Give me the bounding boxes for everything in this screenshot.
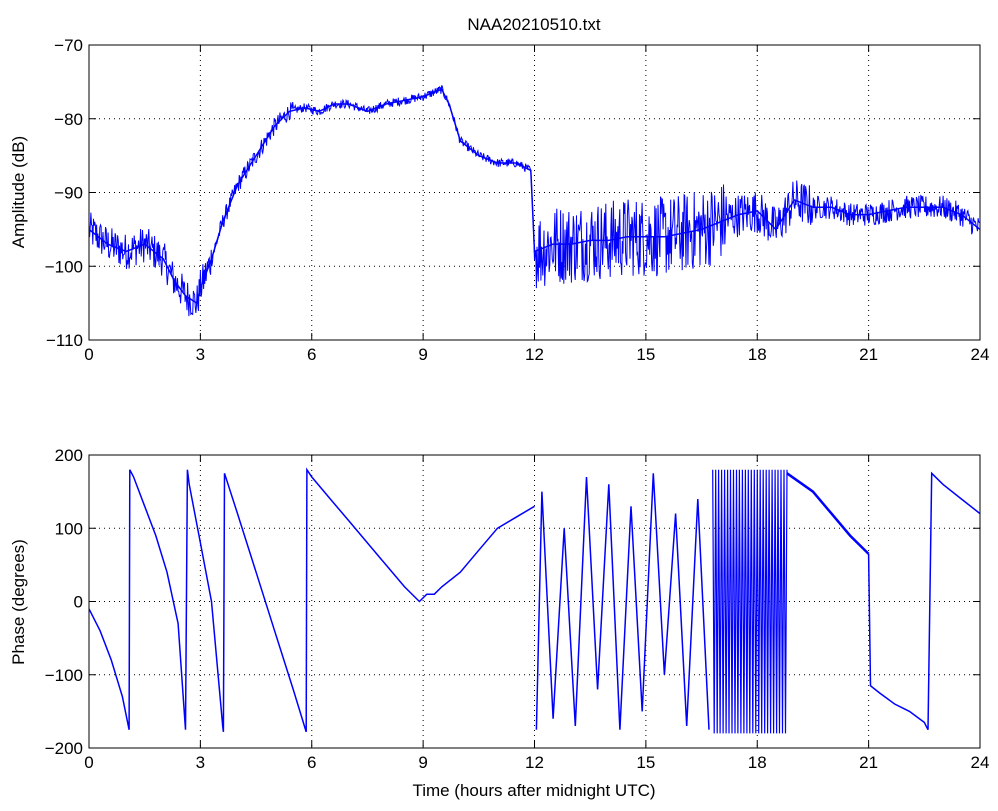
phase-y-tick-label: −200 <box>45 739 83 758</box>
phase-x-label: Time (hours after midnight UTC) <box>412 781 655 800</box>
phase-grid <box>89 455 980 748</box>
amplitude-panel: 0 3 6 9 12 15 18 21 24 −110 −100 −90 −80 −70 NAA20210… <box>9 15 989 364</box>
phase-y-tick-label: 100 <box>55 519 83 538</box>
amplitude-y-tick-label: −110 <box>46 331 83 350</box>
phase-y-tick-label: 200 <box>55 446 83 465</box>
chart-title: NAA20210510.txt <box>467 15 601 34</box>
phase-x-tick-label: 21 <box>859 753 878 772</box>
amplitude-x-tick-label: 24 <box>971 345 990 364</box>
phase-ticks: 0 3 6 9 12 15 18 21 24 −200 −100 0 100 200 <box>45 446 990 772</box>
amplitude-x-tick-label: 18 <box>748 345 767 364</box>
phase-x-tick-label: 6 <box>307 753 316 772</box>
amplitude-y-label: Amplitude (dB) <box>9 136 28 248</box>
phase-series-line <box>867 471 980 731</box>
phase-series-group <box>89 467 980 734</box>
amplitude-ticks: 0 3 6 9 12 15 18 21 24 −110 −100 −90 −80 −70 <box>45 36 990 364</box>
phase-oscillation-band <box>712 469 788 734</box>
phase-x-tick-label: 0 <box>84 753 93 772</box>
phase-y-tick-label: −100 <box>45 666 83 685</box>
phase-series-line <box>89 467 535 733</box>
phase-trend-line <box>786 472 870 555</box>
phase-x-tick-label: 12 <box>525 753 544 772</box>
amplitude-series <box>89 85 980 317</box>
phase-x-tick-label: 15 <box>636 753 655 772</box>
amplitude-series-noise <box>89 85 980 317</box>
phase-series <box>89 467 980 734</box>
phase-x-tick-label: 18 <box>748 753 767 772</box>
amplitude-x-tick-label: 21 <box>859 345 878 364</box>
amplitude-x-tick-label: 12 <box>525 345 544 364</box>
amplitude-x-tick-label: 9 <box>418 345 427 364</box>
amplitude-x-tick-label: 15 <box>636 345 655 364</box>
phase-y-label: Phase (degrees) <box>9 539 28 665</box>
amplitude-x-tick-label: 0 <box>84 345 93 364</box>
amplitude-x-tick-label: 6 <box>307 345 316 364</box>
phase-series-line <box>535 473 710 730</box>
phase-x-tick-label: 3 <box>196 753 205 772</box>
phase-y-tick-label: 0 <box>74 593 83 612</box>
amplitude-y-tick-label: −80 <box>54 110 83 129</box>
amplitude-series-group <box>89 85 980 317</box>
phase-x-tick-label: 9 <box>418 753 427 772</box>
amplitude-y-tick-label: −100 <box>45 257 83 276</box>
phase-x-tick-label: 24 <box>971 753 990 772</box>
amplitude-x-tick-label: 3 <box>196 345 205 364</box>
amplitude-y-tick-label: −90 <box>54 184 83 203</box>
phase-panel: 0 3 6 9 12 15 18 21 24 −200 −100 0 100 200 Time (hour… <box>9 446 989 800</box>
amplitude-y-tick-label: −70 <box>54 36 83 55</box>
